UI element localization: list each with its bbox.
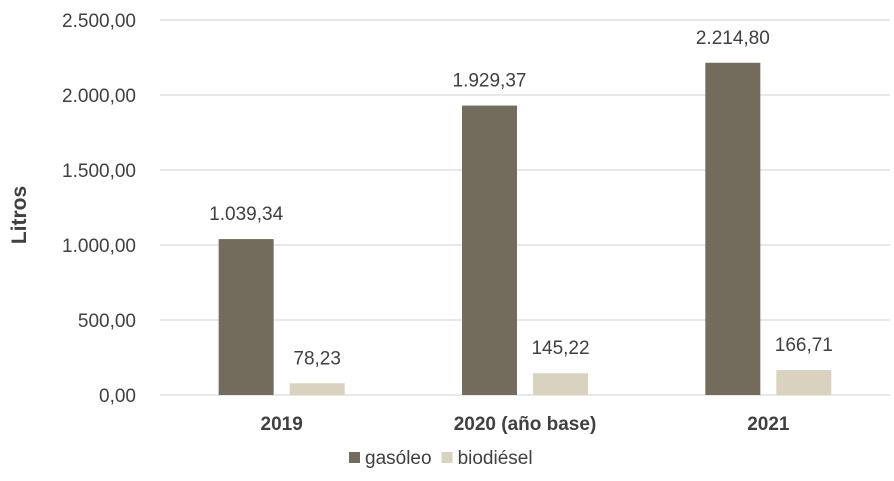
bar-biodiesel bbox=[776, 369, 832, 395]
y-tick-label: 1.000,00 bbox=[62, 236, 136, 257]
legend-label: gasóleo bbox=[365, 448, 432, 469]
y-tick-label: 2.500,00 bbox=[62, 11, 136, 32]
data-label: 166,71 bbox=[775, 335, 833, 356]
legend-label: biodiésel bbox=[458, 448, 533, 469]
data-label: 1.039,34 bbox=[209, 204, 283, 225]
bar-gasoleo bbox=[705, 62, 761, 395]
y-tick-label: 1.500,00 bbox=[62, 161, 136, 182]
y-tick-label: 500,00 bbox=[78, 311, 136, 332]
bar-biodiesel bbox=[533, 373, 588, 395]
legend: gasóleo biodiésel bbox=[349, 448, 533, 469]
bar-gasoleo bbox=[218, 239, 274, 395]
data-label: 1.929,37 bbox=[453, 71, 527, 92]
bar-biodiesel bbox=[289, 383, 345, 395]
x-tick-label: 2020 (año base) bbox=[454, 414, 597, 435]
bars bbox=[218, 62, 832, 396]
y-axis-title: Litros bbox=[8, 186, 31, 244]
y-tick-label: 2.000,00 bbox=[62, 86, 136, 107]
gridlines bbox=[160, 19, 890, 396]
x-axis-ticks: 2019 2020 (año base) 2021 bbox=[261, 414, 790, 435]
bar-gasoleo bbox=[462, 105, 517, 396]
data-label: 78,23 bbox=[293, 348, 341, 369]
legend-swatch bbox=[441, 452, 453, 463]
data-labels: 1.039,34 78,23 1.929,37 145,22 2.214,80 166,7… bbox=[209, 28, 833, 369]
y-axis-ticks: 0,00 500,00 1.000,00 1.500,00 2.000,00 2.500,… bbox=[62, 11, 136, 407]
x-tick-label: 2019 bbox=[261, 414, 303, 435]
y-tick-label: 0,00 bbox=[99, 386, 136, 407]
x-tick-label: 2021 bbox=[747, 414, 790, 435]
data-label: 2.214,80 bbox=[696, 28, 770, 49]
legend-swatch bbox=[349, 452, 360, 463]
data-label: 145,22 bbox=[531, 338, 589, 359]
